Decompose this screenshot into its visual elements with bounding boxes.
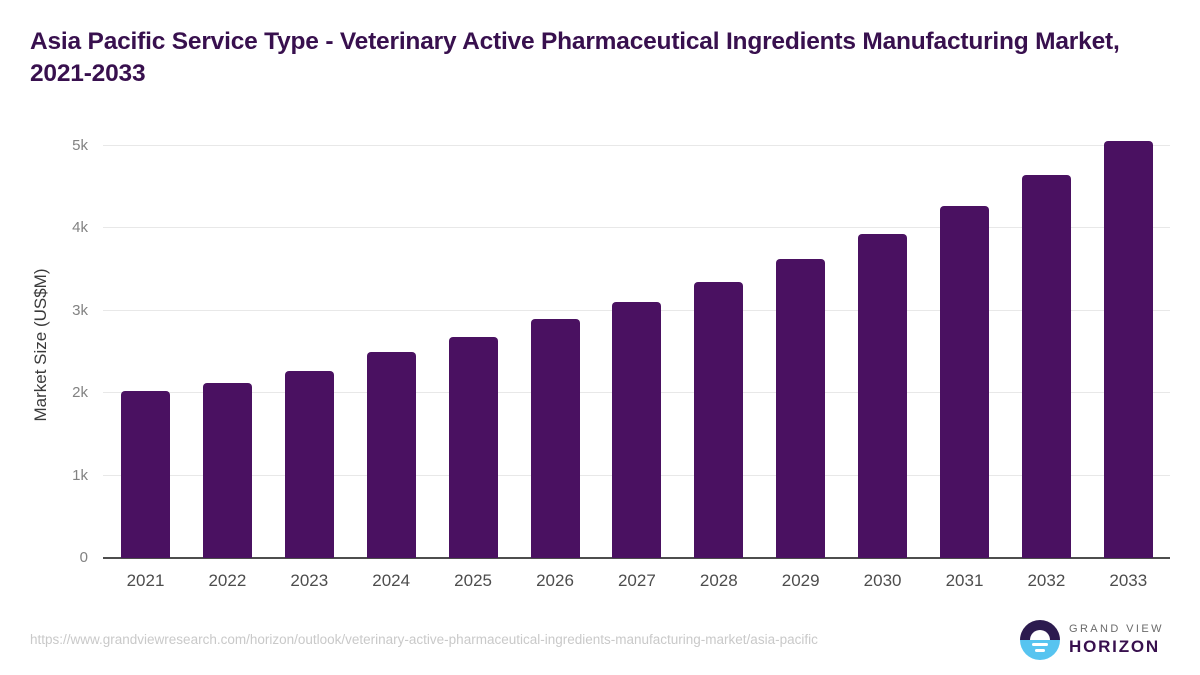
bar-2029 xyxy=(776,258,826,558)
logo-product-name: HORIZON xyxy=(1069,637,1160,656)
gridline-4k xyxy=(103,227,1170,229)
y-axis-ticks: 0 1k 2k 3k 4k 5k xyxy=(0,137,88,566)
sun-reflection-line xyxy=(1032,643,1048,646)
sun-reflection-line xyxy=(1035,649,1045,652)
gridline-5k xyxy=(103,145,1170,146)
x-tick-label-2024: 2024 xyxy=(372,571,411,590)
horizon-sunrise-icon xyxy=(1020,620,1060,660)
y-tick-label-0: 0 xyxy=(79,549,88,566)
x-tick-label-2031: 2031 xyxy=(945,571,984,590)
y-tick-label-3k: 3k xyxy=(72,301,88,319)
x-tick-label-2021: 2021 xyxy=(126,571,165,590)
sun-shape xyxy=(1030,630,1050,640)
x-tick-label-2030: 2030 xyxy=(863,571,902,590)
chart-title: Asia Pacific Service Type - Veterinary A… xyxy=(30,28,1120,87)
x-tick-label-2026: 2026 xyxy=(536,571,574,590)
bar-2023 xyxy=(284,370,334,558)
x-axis-line xyxy=(103,557,1170,559)
y-tick-label-1k: 1k xyxy=(72,466,88,484)
x-tick-label-2025: 2025 xyxy=(454,571,492,590)
x-tick-label-2029: 2029 xyxy=(781,571,820,590)
bar-2026 xyxy=(530,319,580,558)
bar-2031 xyxy=(940,206,989,558)
bar-2024 xyxy=(366,352,416,558)
bar-2032 xyxy=(1021,175,1071,558)
bar-2028 xyxy=(694,281,744,558)
grandview-horizon-logo: GRAND VIEW HORIZON xyxy=(1020,620,1164,660)
logo-brand-name: GRAND VIEW xyxy=(1069,623,1164,635)
bar-2022 xyxy=(202,382,252,558)
y-tick-label-4k: 4k xyxy=(72,219,88,237)
x-tick-label-2033: 2033 xyxy=(1109,571,1148,590)
x-tick-label-2032: 2032 xyxy=(1027,571,1066,590)
source-url: https://www.grandviewresearch.com/horizo… xyxy=(30,632,818,647)
bar-2027 xyxy=(612,302,662,558)
x-axis-labels: 2021 2022 2023 2024 2025 2026 2027 2028 2029 2030… xyxy=(103,571,1170,595)
x-tick-label-2022: 2022 xyxy=(208,571,247,590)
y-tick-label-5k: 5k xyxy=(72,137,88,154)
bar-2033 xyxy=(1103,140,1153,558)
plot-area xyxy=(103,140,1170,559)
x-tick-label-2028: 2028 xyxy=(699,571,738,590)
bar-2025 xyxy=(448,336,498,558)
y-tick-label-2k: 2k xyxy=(72,384,88,402)
x-tick-label-2023: 2023 xyxy=(290,571,329,590)
bar-2021 xyxy=(121,391,170,558)
logo-text: GRAND VIEW HORIZON xyxy=(1069,623,1164,657)
x-tick-label-2027: 2027 xyxy=(617,571,656,590)
bar-2030 xyxy=(858,233,908,558)
